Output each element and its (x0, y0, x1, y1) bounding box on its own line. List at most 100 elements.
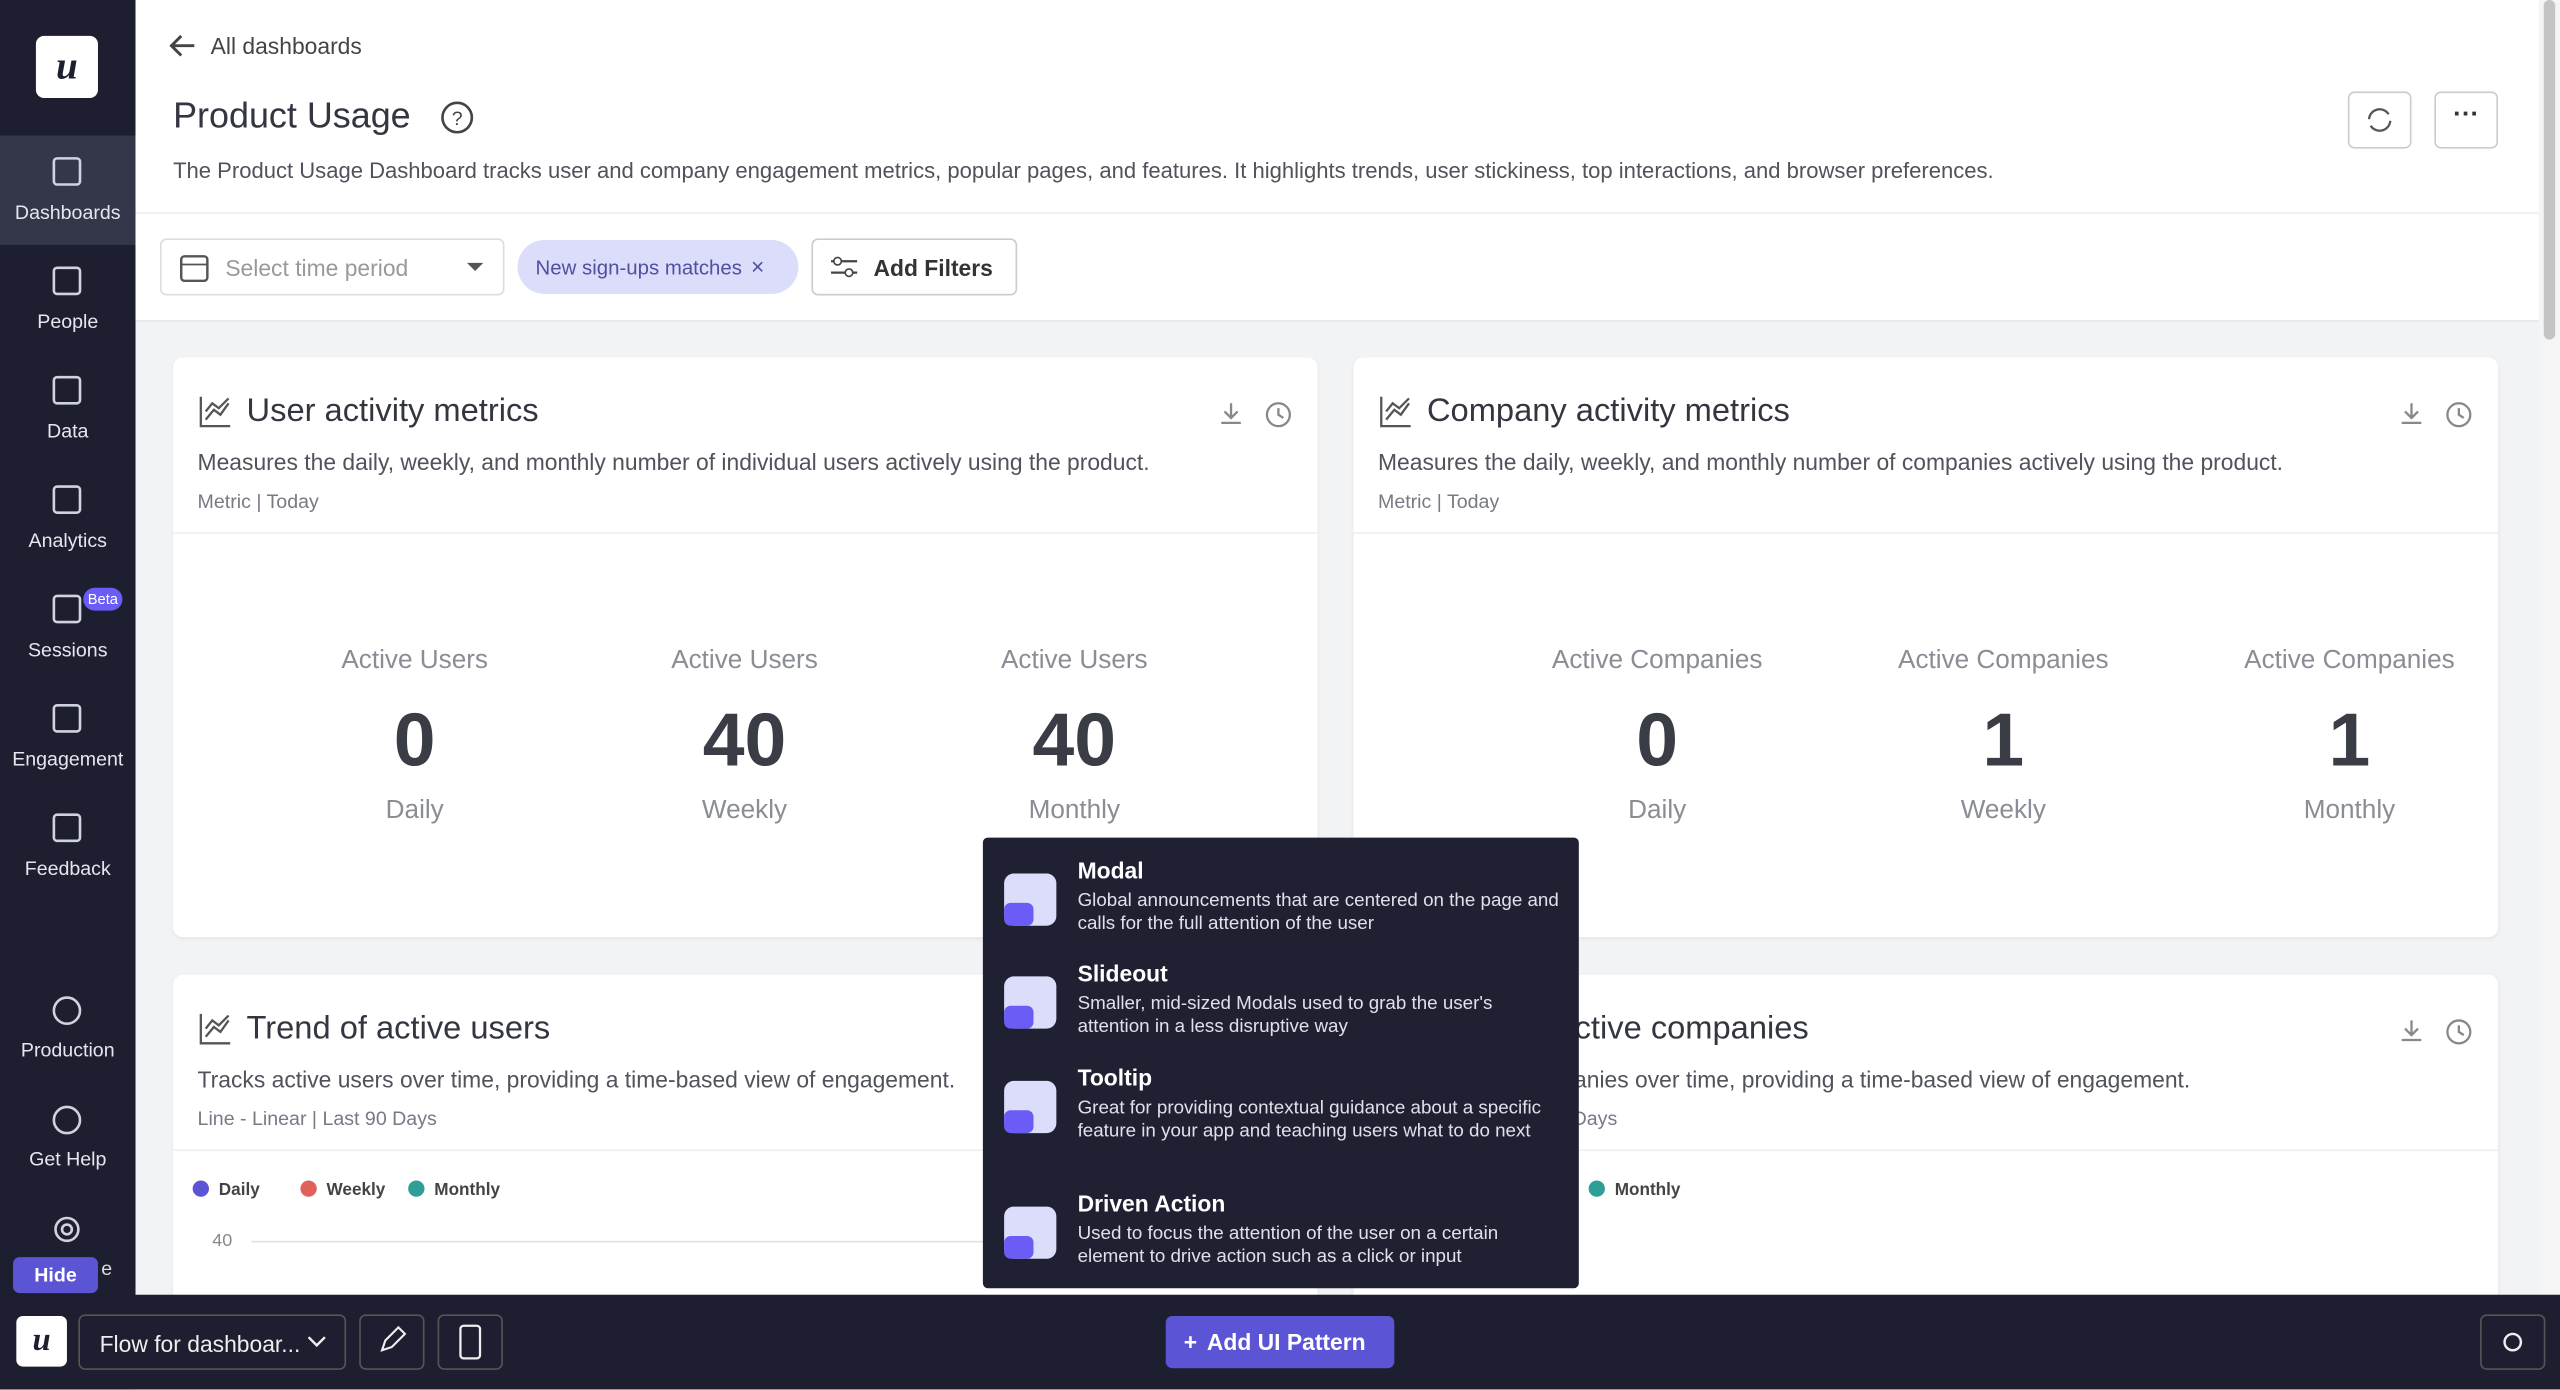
download-icon[interactable] (2398, 400, 2424, 426)
history-icon[interactable] (1264, 400, 1293, 429)
card-title: User activity metrics (246, 393, 539, 430)
y-tick-label: 40 (212, 1231, 233, 1251)
nav-label[interactable]: People (37, 310, 99, 334)
device-button[interactable] (437, 1314, 503, 1370)
nav-icon[interactable] (49, 993, 85, 1029)
refresh-button[interactable] (2347, 91, 2412, 149)
edit-button[interactable] (359, 1314, 425, 1370)
header: All dashboards Product Usage ? The Produ… (135, 0, 2539, 322)
ui-pattern-menu: Modal Global announcements that are cente… (982, 837, 1579, 1289)
nav-icon[interactable] (49, 263, 85, 299)
pattern-icon[interactable] (1001, 870, 1060, 929)
settings-icon[interactable] (49, 1211, 85, 1247)
legend-dot (192, 1180, 209, 1197)
nav-label[interactable]: Get Help (29, 1147, 107, 1171)
sidebar: u Dashboards People Data Analytics Sessions E… (0, 0, 136, 1390)
metric-period: Monthly (2303, 796, 2396, 825)
pattern-title[interactable]: Driven Action (1077, 1190, 1226, 1217)
nav-label[interactable]: Engagement (12, 747, 124, 771)
metric-label: Active Users (341, 646, 488, 675)
legend-label: Weekly (326, 1180, 386, 1201)
nav-icon[interactable] (49, 372, 85, 408)
metric-value: 0 (1636, 697, 1679, 783)
logo[interactable]: u (35, 35, 98, 98)
pattern-title[interactable]: Modal (1077, 857, 1144, 884)
card-icon (198, 393, 234, 429)
metric-period: Monthly (1028, 796, 1121, 825)
metric-label: Active Companies (1551, 646, 1763, 675)
metric-value: 1 (2328, 697, 2371, 783)
hide-button[interactable]: Hide (13, 1257, 98, 1294)
history-icon[interactable] (2444, 1017, 2473, 1046)
nav-icon[interactable] (49, 591, 85, 627)
metric-period: Weekly (701, 796, 788, 825)
card-description: Tracks active users over time, providing… (197, 1066, 956, 1093)
bottom-logo[interactable]: u (16, 1315, 67, 1367)
pattern-title[interactable]: Slideout (1077, 960, 1168, 987)
pattern-description: Great for providing contextual guidance … (1077, 1098, 1542, 1142)
card-icon (198, 1011, 234, 1047)
card-meta: Line - Linear | Last 90 Days (197, 1106, 437, 1130)
nav-label[interactable]: Data (47, 419, 89, 443)
card-divider (173, 1149, 1318, 1152)
active-nav-bg (0, 135, 136, 245)
pattern-icon[interactable] (1001, 1203, 1060, 1262)
download-icon[interactable] (1218, 400, 1244, 426)
filter-chip[interactable]: New sign-ups matches × (517, 240, 799, 294)
card-divider (1353, 1149, 2499, 1152)
nav-label[interactable]: Analytics (28, 528, 107, 552)
card-divider (173, 532, 1318, 534)
nav-icon[interactable] (49, 700, 85, 736)
metric-label: Active Users (1000, 646, 1148, 675)
pattern-icon[interactable] (1001, 973, 1060, 1032)
metric-value: 40 (1032, 697, 1117, 783)
card-meta: Metric | Today (197, 489, 319, 513)
legend-label: Daily (218, 1180, 260, 1201)
add-filters-button[interactable]: Add Filters (811, 238, 1018, 296)
nav-icon[interactable] (49, 153, 85, 189)
pattern-title[interactable]: Tooltip (1077, 1064, 1153, 1091)
pattern-description: Global announcements that are centered o… (1077, 891, 1559, 934)
back-link[interactable]: All dashboards (210, 32, 362, 59)
back-arrow[interactable] (168, 31, 197, 60)
bottom-settings[interactable] (2480, 1314, 2546, 1370)
legend-label: Monthly (1614, 1180, 1681, 1201)
bottom-bar: u Flow for dashboar... + Add UI Pattern (0, 1294, 2560, 1390)
page-title: Product Usage (173, 94, 411, 136)
add-filters-label: Add Filters (873, 254, 993, 281)
card-icon (1378, 393, 1414, 429)
nav-label[interactable]: Sessions (27, 638, 108, 662)
pattern-description: Used to focus the attention of the user … (1077, 1224, 1499, 1267)
card-meta: Metric | Today (1377, 489, 1500, 513)
nav-label[interactable]: Dashboards (14, 200, 121, 224)
pattern-icon[interactable] (1001, 1078, 1060, 1137)
grid-line (251, 1240, 1302, 1243)
nav-icon[interactable] (49, 1102, 85, 1138)
page-description: The Product Usage Dashboard tracks user … (173, 158, 1994, 183)
flow-select[interactable]: Flow for dashboar... (78, 1314, 347, 1370)
nav-icon[interactable] (49, 810, 85, 846)
download-icon[interactable] (2398, 1017, 2424, 1043)
nav-label[interactable]: Feedback (24, 857, 111, 881)
nav-icon[interactable] (49, 482, 85, 518)
metric-label: Active Companies (1898, 646, 2109, 675)
time-select[interactable]: Select time period (160, 238, 505, 296)
help-icon[interactable]: ? (439, 100, 475, 136)
flow-label: Flow for dashboar... (99, 1330, 301, 1357)
nav-label[interactable]: Production (20, 1038, 115, 1062)
metric-period: Daily (1628, 796, 1687, 825)
card-title: Trend of active users (246, 1010, 551, 1047)
time-placeholder: Select time period (225, 254, 409, 281)
partial-label: e (101, 1257, 113, 1281)
add-ui-pattern-button[interactable]: + Add UI Pattern (1165, 1315, 1395, 1369)
chip-remove[interactable]: × (751, 253, 765, 280)
divider (135, 212, 2539, 214)
card-description: Measures the daily, weekly, and monthly … (197, 448, 1150, 476)
metric-value: 1 (1982, 697, 2025, 783)
more-button[interactable]: ··· (2434, 91, 2499, 149)
history-icon[interactable] (2444, 400, 2473, 429)
scrollbar (2538, 0, 2560, 1295)
metric-period: Weekly (1960, 796, 2046, 825)
metric-period: Daily (385, 796, 444, 825)
